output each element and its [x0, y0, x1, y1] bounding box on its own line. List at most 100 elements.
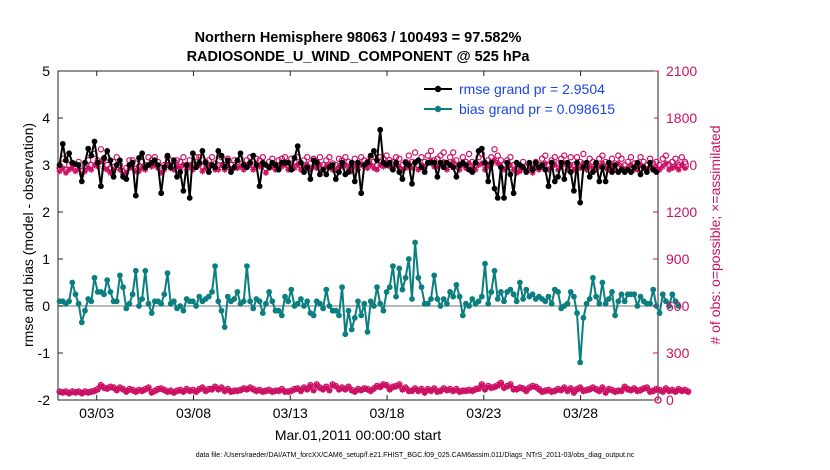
obs-possible-point-197	[681, 158, 689, 166]
rmse-point-53	[224, 157, 231, 164]
obs-assimilated-point-67	[269, 163, 276, 170]
bias-point-36	[171, 298, 177, 305]
rmse-point-184	[640, 164, 647, 171]
rmse-point-152	[539, 162, 545, 168]
obs-low-assimilated-point-108	[399, 386, 406, 393]
rmse-point-136	[488, 159, 495, 166]
rmse-point-167	[586, 173, 593, 180]
obs-low-assimilated-point-179	[624, 386, 631, 393]
bias-point-42	[190, 298, 196, 305]
obs-low-assimilated-point-139	[497, 380, 504, 387]
obs-possible-point-190	[659, 155, 667, 162]
obs-assimilated-point-174	[608, 163, 615, 170]
obs-possible-point-112	[411, 149, 419, 156]
obs-low-assimilated-point-78	[304, 386, 311, 393]
bias-point-149	[529, 291, 536, 298]
bias-point-72	[285, 298, 292, 305]
rmse-point-143	[510, 190, 517, 197]
obs-low-assimilated-point-130	[469, 388, 476, 395]
obs-low-assimilated-point-150	[532, 384, 539, 391]
obs-low-assimilated-point-165	[580, 388, 587, 395]
obs-low-assimilated-point-20	[120, 386, 127, 393]
rmse-point-63	[256, 183, 263, 190]
rmse-point-161	[567, 169, 574, 176]
obs-low-assimilated-point-58	[240, 386, 247, 393]
obs-assimilated-point-3	[66, 166, 73, 173]
obs-assimilated-point-37	[174, 163, 181, 170]
bias-point-123	[447, 289, 453, 295]
bias-point-164	[577, 359, 584, 366]
obs-low-assimilated-point-0	[56, 389, 63, 396]
rmse-point-160	[564, 159, 571, 166]
obs-low-assimilated-point-154	[545, 387, 552, 394]
obs-low-assimilated-point-16	[107, 384, 114, 391]
obs-assimilated-point-46	[202, 165, 209, 172]
rmse-point-100	[374, 157, 380, 164]
y-left-tick-label-4: 2	[42, 204, 50, 220]
obs-possible-point-165	[580, 150, 587, 158]
bias-point-175	[612, 312, 618, 319]
rmse-point-141	[504, 159, 511, 166]
bias-point-176	[615, 298, 622, 305]
obs-low-assimilated-point-121	[440, 386, 447, 393]
obs-low-assimilated-point-10	[88, 389, 95, 396]
obs-low-assimilated-point-60	[247, 385, 254, 392]
obs-low-assimilated-point-127	[459, 388, 466, 395]
obs-possible-point-193	[669, 158, 676, 166]
obs-assimilated-point-138	[494, 160, 501, 167]
obs-assimilated-point-182	[634, 166, 641, 173]
obs-assimilated-point-24	[132, 168, 139, 175]
obs-assimilated-point-5	[72, 168, 79, 175]
rmse-point-7	[78, 178, 85, 185]
rmse-point-42	[190, 150, 196, 157]
rmse-point-180	[628, 169, 634, 176]
obs-low-assimilated-point-141	[504, 383, 511, 390]
bias-point-121	[440, 296, 447, 302]
rmse-point-155	[548, 159, 555, 166]
obs-possible-point-88	[335, 155, 343, 162]
obs-assimilated-point-38	[177, 165, 184, 172]
obs-possible-point-194	[672, 155, 679, 162]
obs-low-assimilated-point-18	[113, 387, 120, 394]
y-left-tick-label-1: -1	[38, 345, 51, 361]
obs-low-assimilated-point-178	[621, 384, 628, 391]
obs-assimilated-point-197	[681, 165, 688, 172]
rmse-point-175	[612, 162, 618, 168]
bias-point-171	[599, 279, 606, 286]
obs-low-assimilated-point-12	[94, 386, 101, 393]
obs-low-assimilated-point-84	[323, 384, 330, 391]
obs-assimilated-point-176	[615, 160, 622, 167]
rmse-point-61	[250, 152, 257, 159]
rmse-point-82	[317, 171, 323, 178]
obs-assimilated-point-14	[101, 165, 108, 172]
bias-point-117	[428, 296, 434, 302]
bias-point-63	[256, 298, 263, 305]
obs-low-assimilated-point-100	[374, 383, 381, 390]
obs-low-assimilated-point-88	[335, 386, 342, 393]
bias-point-16	[107, 289, 114, 295]
rmse-point-114	[418, 164, 425, 171]
obs-low-assimilated-point-142	[507, 382, 514, 389]
rmse-point-186	[647, 159, 653, 166]
rmse-point-46	[202, 159, 209, 166]
bias-point-43	[193, 303, 200, 309]
obs-assimilated-point-191	[662, 160, 669, 167]
obs-assimilated-point-1	[59, 165, 66, 172]
obs-low-assimilated-point-185	[643, 385, 650, 392]
bias-point-6	[75, 300, 82, 307]
rmse-point-43	[193, 164, 200, 171]
obs-low-assimilated-point-48	[208, 386, 215, 393]
rmse-point-149	[529, 166, 536, 173]
obs-low-assimilated-point-76	[297, 388, 304, 395]
obs-low-assimilated-point-93	[351, 389, 358, 396]
obs-possible-point-103	[383, 152, 390, 159]
rmse-point-104	[386, 159, 393, 166]
bias-point-11	[91, 274, 98, 281]
rmse-point-121	[440, 164, 447, 171]
obs-assimilated-point-129	[466, 160, 473, 167]
rmse-point-162	[571, 187, 577, 194]
rmse-point-94	[355, 159, 361, 166]
rmse-point-107	[396, 169, 403, 176]
obs-possible-point-152	[538, 155, 546, 162]
bias-point-28	[145, 300, 152, 307]
